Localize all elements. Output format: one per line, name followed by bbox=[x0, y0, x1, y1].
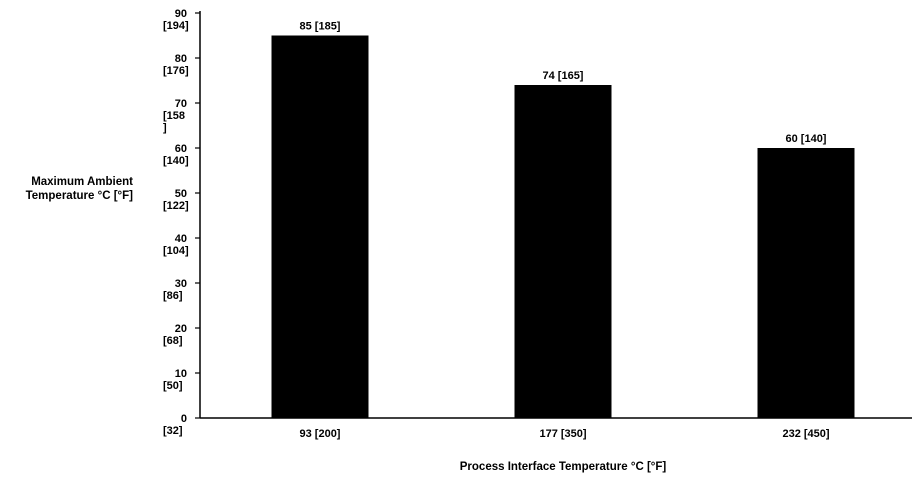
x-axis-category-labels: 93 [200] 177 [350] 232 [450] bbox=[300, 428, 830, 440]
y-tick-label-line: [140] bbox=[163, 155, 189, 167]
y-tick-label: 80 [176] bbox=[163, 53, 189, 77]
y-tick-label: 50 [122] bbox=[163, 188, 189, 212]
y-tick-label-line: ] bbox=[163, 122, 167, 134]
bar-data-label: 85 [185] bbox=[300, 21, 341, 33]
y-tick-label-line: 10 bbox=[175, 368, 187, 380]
y-tick-label: 30 [86] bbox=[163, 278, 187, 302]
bar bbox=[757, 148, 855, 418]
y-tick-label-line: [68] bbox=[163, 335, 183, 347]
y-tick-label-line: 80 bbox=[175, 53, 187, 65]
y-tick-label-line: 30 bbox=[175, 278, 187, 290]
y-tick-label-line: 40 bbox=[175, 233, 187, 245]
y-axis-title: Maximum Ambient Temperature °C [°F] bbox=[26, 176, 134, 202]
x-category-label: 93 [200] bbox=[300, 428, 341, 440]
y-axis-ticks: 0 [32]10 [50]20 [68]30 [86]40 [104]50 [122]60[… bbox=[163, 8, 200, 437]
x-category-label: 177 [350] bbox=[539, 428, 586, 440]
y-tick-label-line: [104] bbox=[163, 245, 189, 257]
y-tick-label: 70 [158] bbox=[163, 98, 187, 134]
y-tick-label-line: [176] bbox=[163, 65, 189, 77]
y-tick-label-line: [50] bbox=[163, 380, 183, 392]
bar bbox=[514, 85, 612, 418]
x-axis-title: Process Interface Temperature °C [°F] bbox=[460, 461, 667, 473]
y-tick-label-line: [86] bbox=[163, 290, 183, 302]
y-axis-title-line: Temperature °C [°F] bbox=[26, 190, 134, 202]
bar-data-label: 60 [140] bbox=[786, 133, 827, 145]
y-tick-label-line: [32] bbox=[163, 425, 183, 437]
y-tick-label: 40 [104] bbox=[163, 233, 189, 257]
y-tick-label: 20 [68] bbox=[163, 323, 187, 347]
y-tick-label: 10 [50] bbox=[163, 368, 187, 392]
y-axis-title-line: Maximum Ambient bbox=[31, 176, 133, 188]
y-tick-label-line: [122] bbox=[163, 200, 189, 212]
y-tick-label-line: 60 bbox=[175, 143, 187, 155]
data-labels: 85 [185] 74 [165] 60 [140] bbox=[300, 21, 827, 146]
x-category-label: 232 [450] bbox=[782, 428, 829, 440]
y-tick-label-line: [158 bbox=[163, 110, 185, 122]
y-tick-label-line: 90 bbox=[175, 8, 187, 20]
y-tick-label-line: [194] bbox=[163, 20, 189, 32]
y-tick-label: 0 [32] bbox=[163, 413, 187, 437]
y-tick-label-line: 50 bbox=[175, 188, 187, 200]
y-tick-label: 90 [194] bbox=[163, 8, 189, 32]
y-tick-label: 60 [140] bbox=[163, 143, 189, 167]
y-tick-label-line: 0 bbox=[181, 413, 187, 425]
bar bbox=[271, 35, 369, 418]
bars bbox=[271, 35, 855, 418]
bar-data-label: 74 [165] bbox=[543, 70, 584, 82]
y-tick-label-line: 20 bbox=[175, 323, 187, 335]
y-tick-label-line: 70 bbox=[175, 98, 187, 110]
